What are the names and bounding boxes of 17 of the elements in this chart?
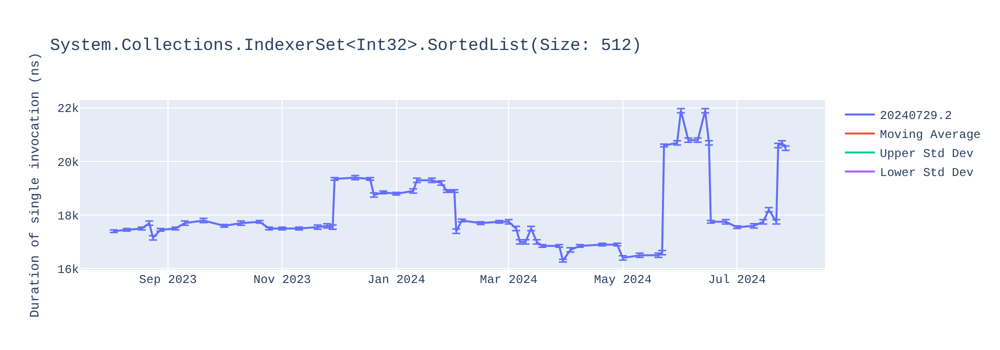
y-tick-label: 18k (57, 209, 79, 224)
y-axis-title: Duration of single invocation (ns) (27, 52, 42, 318)
legend-label: Upper Std Dev (880, 147, 974, 162)
legend-label: Lower Std Dev (880, 166, 974, 180)
y-tick-label: 22k (57, 102, 79, 116)
x-tick-label: Nov 2023 (253, 273, 311, 287)
chart-title: System.Collections.IndexerSet<Int32>.SortedList(Size: 512) (50, 37, 642, 56)
y-tick-label: 16k (57, 262, 79, 277)
x-tick-label: May 2024 (594, 273, 652, 287)
x-tick-label: Mar 2024 (480, 273, 538, 287)
line-series (112, 110, 787, 262)
x-tick-label: Sep 2023 (139, 273, 197, 287)
x-tick-label: Jul 2024 (708, 273, 766, 287)
legend-label: 20240729.2 (880, 109, 952, 124)
y-tick-label: 20k (57, 156, 79, 170)
legend-label: Moving Average (880, 128, 981, 142)
x-tick-label: Jan 2024 (368, 273, 426, 287)
